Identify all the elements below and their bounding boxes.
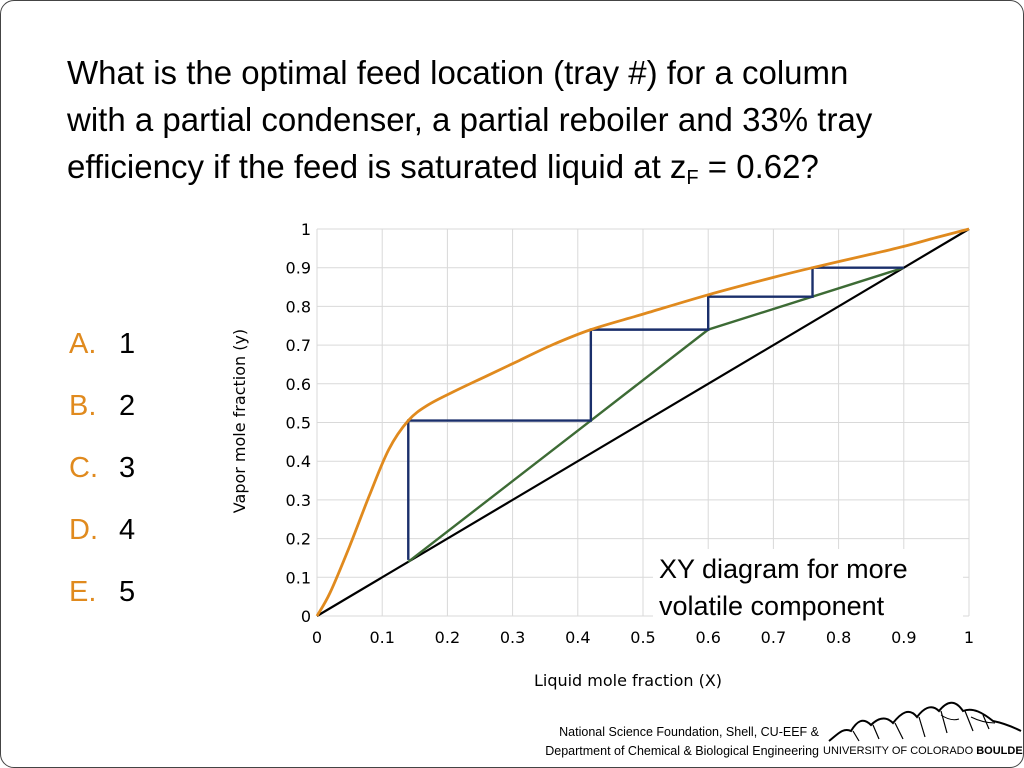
option-b[interactable]: B. 2 [69,375,135,437]
university-name: UNIVERSITY OF COLORADO [823,745,974,757]
option-letter: A. [69,327,97,360]
option-a[interactable]: A. 1 [69,313,135,375]
x-axis-label: Liquid mole fraction (X) [534,671,722,690]
x-tick-label: 0.2 [435,628,460,647]
y-tick-label: 1 [301,220,311,239]
x-tick-label: 0.8 [826,628,851,647]
x-tick-label: 0.3 [500,628,525,647]
option-value: 5 [119,575,136,608]
question-line-3-pre: efficiency if the feed is saturated liqu… [67,148,687,185]
y-tick-label: 0.9 [286,259,311,278]
acknowledgement: National Science Foundation, Shell, CU-E… [503,723,819,761]
option-value: 3 [119,451,136,484]
question-line-3: efficiency if the feed is saturated liqu… [67,143,987,190]
y-axis-label: Vapor mole fraction (y) [230,329,249,513]
option-e[interactable]: E. 5 [69,561,135,623]
annotation-background [653,549,963,627]
question-line-2: with a partial condenser, a partial rebo… [67,101,873,138]
option-value: 4 [119,513,136,546]
option-letter: B. [69,389,97,422]
y-tick-label: 0.4 [286,452,311,471]
option-letter: E. [69,575,97,608]
question-line-3-post: = 0.62? [698,148,819,185]
university-city: BOULDER [976,745,1023,757]
university-wordmark: UNIVERSITY OF COLORADO BOULDER [823,745,1023,757]
x-tick-label: 0 [312,628,322,647]
x-tick-label: 0.5 [630,628,655,647]
x-tick-label: 0.9 [891,628,916,647]
acknowledgement-line-1: National Science Foundation, Shell, CU-E… [559,725,819,739]
feed-subscript: F [686,167,699,189]
x-tick-label: 0.6 [695,628,720,647]
y-tick-label: 0.2 [286,530,311,549]
x-tick-label: 1 [964,628,974,647]
x-tick-label: 0.4 [565,628,590,647]
diagonal-line [316,228,970,617]
question-line-1: What is the optimal feed location (tray … [67,54,849,91]
chart-series [315,227,970,617]
y-tick-label: 0.7 [286,336,311,355]
mccabe-thiele-chart: 0 0.1 0.2 0.3 0.4 0.5 0.6 0.7 0.8 0.9 1 0 0.1 0.2 0.3 0… [230,220,975,690]
option-letter: D. [69,513,98,546]
annotation-line-2: volatile component [659,591,885,621]
equilibrium-curve [315,227,970,617]
y-tick-label: 0.5 [286,414,311,433]
y-tick-label: 0 [301,607,311,626]
university-mountains-logo [828,701,1022,742]
y-tick-label: 0.3 [286,491,311,510]
y-tick-label: 0.8 [286,297,311,316]
option-value: 1 [119,327,136,360]
option-letter: C. [69,451,98,484]
option-d[interactable]: D. 4 [69,499,135,561]
y-tick-label: 0.1 [286,568,311,587]
option-value: 2 [119,389,136,422]
answer-options: A. 1 B. 2 C. 3 D. 4 E. 5 [69,313,135,623]
y-tick-label: 0.6 [286,375,311,394]
operating-line [407,266,905,563]
acknowledgement-line-2: Department of Chemical & Biological Engi… [545,744,819,758]
chart-ticks: 0 0.1 0.2 0.3 0.4 0.5 0.6 0.7 0.8 0.9 1 0 0.1 0.2 0.3 0… [286,220,975,647]
x-tick-label: 0.1 [369,628,394,647]
annotation-line-1: XY diagram for more [659,554,908,584]
stage-steps [407,266,904,560]
x-tick-label: 0.7 [761,628,786,647]
option-c[interactable]: C. 3 [69,437,135,499]
question-text: What is the optimal feed location (tray … [67,49,987,190]
